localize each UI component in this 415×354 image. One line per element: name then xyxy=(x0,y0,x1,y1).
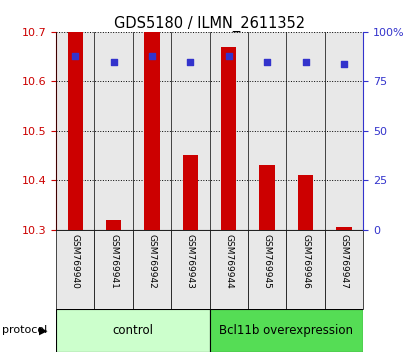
Title: GDS5180 / ILMN_2611352: GDS5180 / ILMN_2611352 xyxy=(114,16,305,32)
Bar xyxy=(248,230,286,309)
Bar xyxy=(56,309,210,352)
Bar xyxy=(259,165,275,230)
Point xyxy=(149,53,155,58)
Bar xyxy=(95,230,133,309)
Point xyxy=(72,53,78,58)
Point xyxy=(302,59,309,64)
Text: control: control xyxy=(112,324,153,337)
Bar xyxy=(171,32,210,230)
Text: GSM769944: GSM769944 xyxy=(224,234,233,288)
Point xyxy=(187,59,194,64)
Bar xyxy=(210,32,248,230)
Bar xyxy=(336,227,352,230)
Bar xyxy=(325,230,363,309)
Bar xyxy=(133,32,171,230)
Bar xyxy=(56,230,95,309)
Text: ▶: ▶ xyxy=(39,325,47,336)
Text: GSM769946: GSM769946 xyxy=(301,234,310,289)
Point xyxy=(110,59,117,64)
Point xyxy=(225,53,232,58)
Text: GSM769943: GSM769943 xyxy=(186,234,195,289)
Bar xyxy=(56,32,95,230)
Bar xyxy=(286,230,325,309)
Bar xyxy=(248,32,286,230)
Bar xyxy=(286,32,325,230)
Text: GSM769940: GSM769940 xyxy=(71,234,80,289)
Bar xyxy=(95,32,133,230)
Bar xyxy=(144,32,160,230)
Bar xyxy=(210,309,363,352)
Bar xyxy=(133,230,171,309)
Text: GSM769941: GSM769941 xyxy=(109,234,118,289)
Bar xyxy=(171,230,210,309)
Bar xyxy=(106,220,121,230)
Bar xyxy=(210,230,248,309)
Point xyxy=(341,61,347,66)
Text: GSM769945: GSM769945 xyxy=(263,234,272,289)
Text: protocol: protocol xyxy=(2,325,47,336)
Point xyxy=(264,59,271,64)
Bar xyxy=(183,155,198,230)
Text: Bcl11b overexpression: Bcl11b overexpression xyxy=(220,324,353,337)
Bar xyxy=(325,32,363,230)
Bar xyxy=(221,47,237,230)
Bar xyxy=(298,175,313,230)
Bar xyxy=(68,32,83,230)
Text: GSM769947: GSM769947 xyxy=(339,234,349,289)
Text: GSM769942: GSM769942 xyxy=(147,234,156,288)
